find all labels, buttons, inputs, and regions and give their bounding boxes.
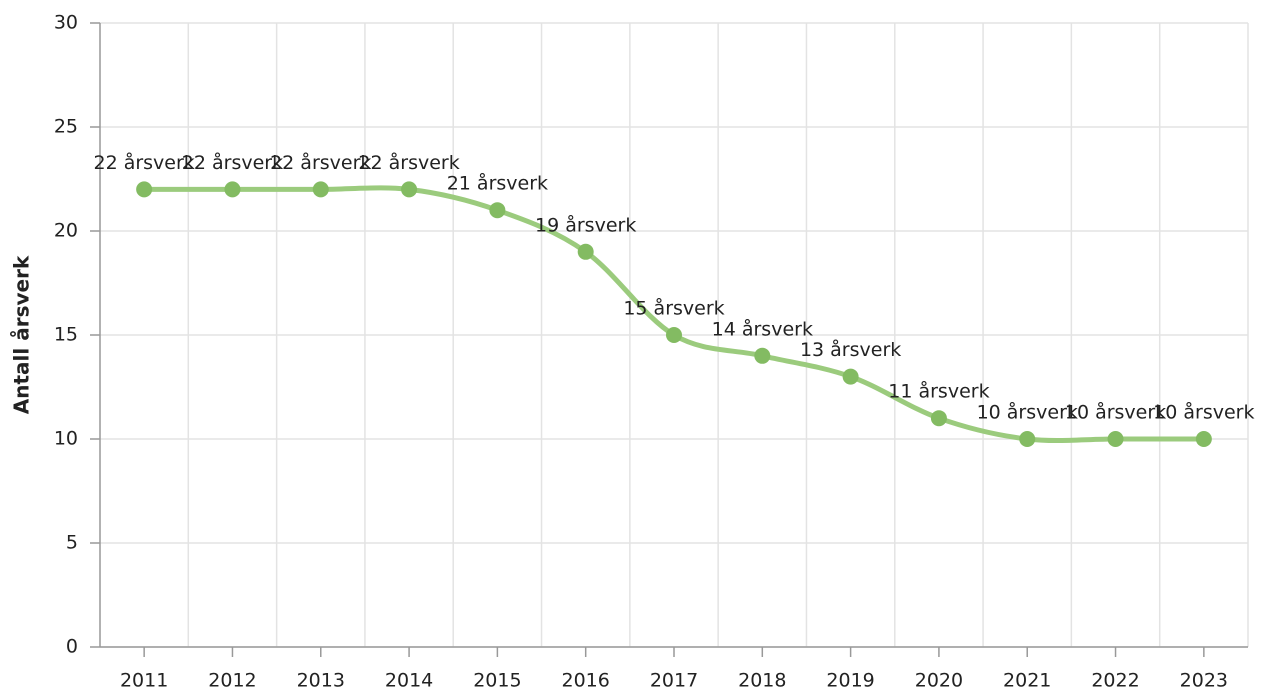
- marker: [930, 410, 947, 427]
- marker: [666, 327, 682, 343]
- data-label: 22 årsverk: [270, 151, 371, 174]
- data-label: 10 årsverk: [977, 401, 1078, 424]
- marker: [489, 202, 506, 219]
- x-tick-label: 2017: [650, 670, 698, 691]
- marker: [1107, 431, 1124, 447]
- data-label: 13 årsverk: [800, 338, 901, 361]
- marker: [577, 243, 594, 260]
- x-tick-label: 2011: [120, 670, 168, 691]
- x-tick-label: 2021: [1003, 670, 1051, 691]
- data-label: 10 årsverk: [1065, 401, 1166, 424]
- data-label: 19 årsverk: [535, 213, 636, 236]
- y-tick-label: 20: [54, 220, 78, 242]
- x-tick-label: 2015: [473, 670, 521, 691]
- x-tick-label: 2022: [1091, 670, 1139, 691]
- y-tick-label: 25: [54, 116, 78, 138]
- data-label: 22 årsverk: [358, 151, 459, 174]
- data-label: 14 årsverk: [712, 317, 813, 340]
- data-label: 10 årsverk: [1153, 401, 1254, 424]
- y-tick-label: 0: [66, 636, 78, 658]
- data-label: 15 årsverk: [623, 297, 724, 320]
- x-tick-label: 2013: [297, 670, 345, 691]
- marker: [401, 181, 418, 198]
- marker: [136, 181, 153, 198]
- y-axis-title: Antall årsverk: [10, 255, 34, 414]
- marker: [754, 347, 771, 364]
- x-tick-label: 2016: [562, 670, 610, 691]
- marker: [312, 181, 329, 198]
- y-tick-label: 10: [54, 428, 78, 450]
- x-tick-label: 2014: [385, 670, 433, 691]
- x-tick-label: 2018: [738, 670, 786, 691]
- x-tick-label: 2020: [915, 670, 963, 691]
- marker: [1195, 431, 1212, 447]
- data-label: 11 årsverk: [888, 380, 989, 403]
- x-tick-label: 2012: [208, 670, 256, 691]
- y-tick-label: 5: [66, 532, 78, 554]
- marker: [842, 368, 859, 385]
- x-tick-label: 2023: [1180, 670, 1228, 691]
- marker: [1019, 431, 1036, 447]
- data-label: 22 årsverk: [182, 151, 283, 174]
- data-label: 22 årsverk: [93, 151, 194, 174]
- y-tick-label: 15: [54, 324, 78, 346]
- data-label: 21 årsverk: [447, 172, 548, 195]
- x-tick-label: 2019: [826, 670, 874, 691]
- y-tick-label: 30: [54, 12, 78, 34]
- marker: [224, 181, 241, 198]
